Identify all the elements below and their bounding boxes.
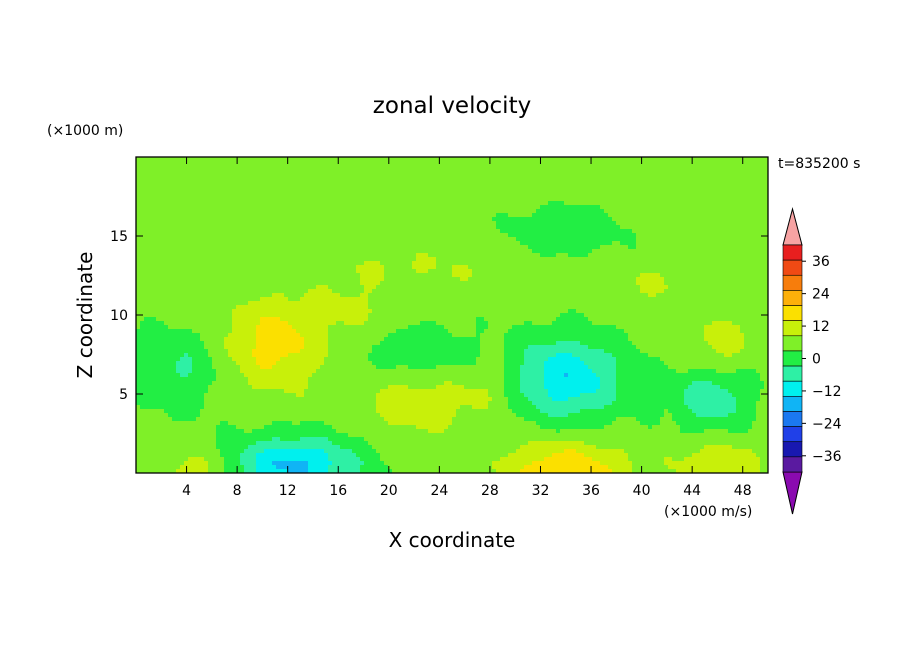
x-tick-label: 32: [532, 483, 550, 499]
x-tick-label: 36: [582, 483, 600, 499]
colorbar-tick-label: 12: [812, 319, 830, 335]
colorbar-swatch: [782, 411, 803, 427]
colorbar-tick-label: −36: [812, 449, 842, 465]
y-unit-label: (×1000 m): [47, 123, 123, 139]
x-tick-label: 8: [233, 483, 242, 499]
x-axis-label: X coordinate: [389, 528, 516, 552]
x-unit-label: (×1000 m/s): [664, 504, 752, 520]
colorbar-swatch: [782, 365, 803, 382]
time-label: t=835200 s: [778, 156, 860, 172]
colorbar-swatch: [782, 335, 803, 352]
colorbar-over-arrow: [782, 207, 803, 246]
x-axis: 4 8 12 16 20 24 28 32 36 40 44 48: [182, 157, 752, 499]
y-tick-label: 15: [110, 229, 128, 245]
x-tick-label: 16: [329, 483, 347, 499]
colorbar-tick-label: −12: [812, 384, 842, 400]
colorbar-swatch: [782, 396, 803, 412]
x-tick-label: 40: [633, 483, 651, 499]
colorbar: 36 24 12 0 −12 −24 −36: [782, 207, 842, 515]
y-tick-label: 10: [110, 308, 128, 324]
colorbar-swatch: [782, 456, 803, 473]
x-tick-label: 12: [279, 483, 297, 499]
colorbar-swatch: [782, 441, 803, 458]
colorbar-swatch: [782, 320, 803, 337]
colorbar-swatch: [782, 380, 803, 397]
x-tick-label: 24: [430, 483, 448, 499]
colorbar-tick-label: 0: [812, 352, 821, 368]
y-axis-label: Z coordinate: [73, 252, 97, 379]
colorbar-swatch: [782, 290, 803, 306]
contour-field: [136, 157, 768, 473]
colorbar-swatch: [782, 259, 803, 276]
y-tick-label: 5: [119, 387, 128, 403]
colorbar-swatch: [782, 350, 803, 367]
colorbar-tick-label: 36: [812, 254, 830, 270]
chart-title: zonal velocity: [373, 93, 531, 119]
colorbar-tick-label: 24: [812, 287, 830, 303]
x-tick-label: 20: [380, 483, 398, 499]
x-tick-label: 48: [734, 483, 752, 499]
colorbar-swatch: [782, 244, 803, 261]
y-axis: 5 10 15: [110, 229, 768, 403]
colorbar-swatch: [782, 305, 803, 321]
colorbar-tick-label: −24: [812, 416, 842, 432]
x-tick-label: 28: [481, 483, 499, 499]
x-tick-label: 4: [182, 483, 191, 499]
colorbar-under-arrow: [782, 471, 803, 515]
colorbar-swatch: [782, 426, 803, 443]
x-tick-label: 44: [683, 483, 701, 499]
colorbar-swatch: [782, 274, 803, 291]
